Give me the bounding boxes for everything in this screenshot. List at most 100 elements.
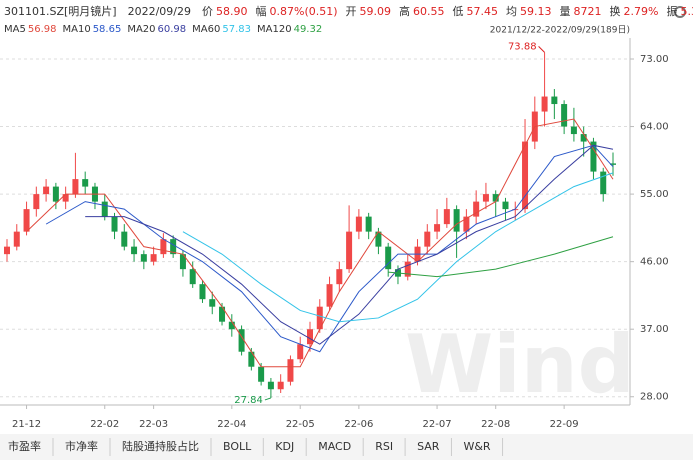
header-label: 301101.SZ[明月镜片] — [4, 4, 117, 18]
tab[interactable]: 陆股通持股占比 — [122, 439, 199, 453]
x-tick-label: 22-07 — [423, 419, 452, 430]
candle-body — [610, 163, 616, 165]
candle-body — [600, 171, 607, 195]
header-label: 量 — [560, 5, 571, 18]
y-tick-label: 28.00 — [640, 392, 669, 403]
candle-body — [297, 344, 304, 360]
candle-body — [326, 284, 333, 307]
candle-body — [121, 231, 128, 247]
candle-body — [189, 269, 196, 285]
y-tick-label: 37.00 — [640, 324, 669, 335]
candle-body — [551, 96, 558, 105]
candle-body — [404, 261, 411, 277]
legend-value: 58.65 — [93, 24, 122, 35]
candle-body — [570, 126, 577, 135]
tab[interactable]: 市盈率 — [8, 439, 41, 453]
header-label: 均 — [506, 5, 517, 18]
candle-body — [228, 321, 235, 330]
y-tick-label: 55.00 — [640, 189, 669, 200]
header-label: 价 — [202, 5, 213, 18]
x-tick-label: 22-08 — [481, 419, 510, 430]
tab[interactable]: 市净率 — [65, 439, 98, 453]
candle-body — [580, 134, 587, 142]
tab[interactable]: MACD — [318, 440, 351, 453]
candle-body — [365, 216, 372, 232]
header-value: 58.90 — [216, 5, 248, 18]
candle-body — [277, 381, 284, 390]
legend-name: MA20 — [127, 24, 155, 35]
header-label: 2022/09/29 — [128, 5, 191, 18]
x-tick-label: 22-03 — [139, 419, 168, 430]
header-value: 59.09 — [360, 5, 392, 18]
legend-name: MA10 — [62, 24, 90, 35]
candle-body — [111, 216, 118, 232]
candle-body — [160, 239, 167, 255]
candle-body — [316, 306, 323, 330]
candle-body — [375, 231, 382, 247]
candle-body — [52, 186, 59, 202]
legend-name: MA5 — [4, 24, 26, 35]
legend-value: 49.32 — [294, 24, 323, 35]
candle-body — [267, 381, 274, 390]
legend-value: 56.98 — [28, 24, 57, 35]
candle-body — [150, 254, 157, 262]
candle-body — [355, 216, 362, 232]
candle-body — [522, 141, 529, 210]
candle-body — [561, 104, 568, 127]
tab[interactable]: W&R — [463, 440, 490, 453]
candle-body — [463, 216, 470, 232]
ma-line — [182, 172, 614, 323]
candle-body — [453, 209, 460, 232]
ma-line — [85, 144, 614, 345]
candle-body — [248, 351, 255, 367]
tab[interactable]: KDJ — [275, 440, 294, 453]
candle-body — [434, 224, 441, 232]
header-label: 振 — [666, 4, 677, 18]
x-tick-label: 22-06 — [344, 419, 373, 430]
tab[interactable]: BOLL — [223, 440, 252, 453]
candle-body — [62, 194, 69, 202]
x-tick-label: 21-12 — [12, 419, 41, 430]
candle-body — [4, 246, 10, 255]
header-label: 开 — [346, 5, 357, 18]
candle-body — [482, 194, 489, 202]
candle-body — [443, 209, 450, 225]
candle-body — [492, 194, 499, 202]
ma-line — [26, 118, 614, 368]
candle-body — [82, 179, 89, 187]
header-label: 高 — [399, 4, 410, 18]
candle-body — [209, 299, 216, 307]
tab[interactable]: RSI — [375, 440, 393, 453]
watermark: Wind — [405, 318, 635, 411]
legend-name: MA120 — [257, 24, 292, 35]
candle-body — [385, 246, 392, 270]
x-tick-label: 22-04 — [217, 419, 246, 430]
header-value: 2.79% — [624, 5, 659, 18]
header-value: 59.13 — [520, 5, 552, 18]
annotation-leader — [264, 397, 272, 401]
header-label: 换 — [610, 4, 621, 18]
candle-body — [33, 194, 40, 210]
candle-body — [199, 284, 206, 300]
y-tick-label: 73.00 — [640, 54, 669, 65]
settings-icon[interactable] — [674, 6, 686, 18]
candle-body — [541, 96, 548, 112]
header-value: 8721 — [574, 5, 602, 18]
legend-value: 57.83 — [222, 24, 251, 35]
candle-body — [179, 254, 186, 270]
tab-bar — [0, 434, 693, 460]
header-label: 幅 — [256, 5, 267, 18]
candle-body — [72, 179, 79, 195]
header-value: 5.31% — [680, 5, 693, 18]
header-label: 低 — [453, 5, 464, 18]
tab[interactable]: SAR — [417, 440, 440, 453]
candle-body — [346, 231, 353, 270]
x-tick-label: 22-09 — [550, 419, 579, 430]
candle-body — [473, 201, 480, 217]
range-text: 2021/12/22-2022/09/29(189日) — [490, 25, 630, 36]
candle-body — [424, 231, 431, 247]
x-tick-label: 22-02 — [90, 419, 119, 430]
candle-body — [43, 186, 50, 195]
